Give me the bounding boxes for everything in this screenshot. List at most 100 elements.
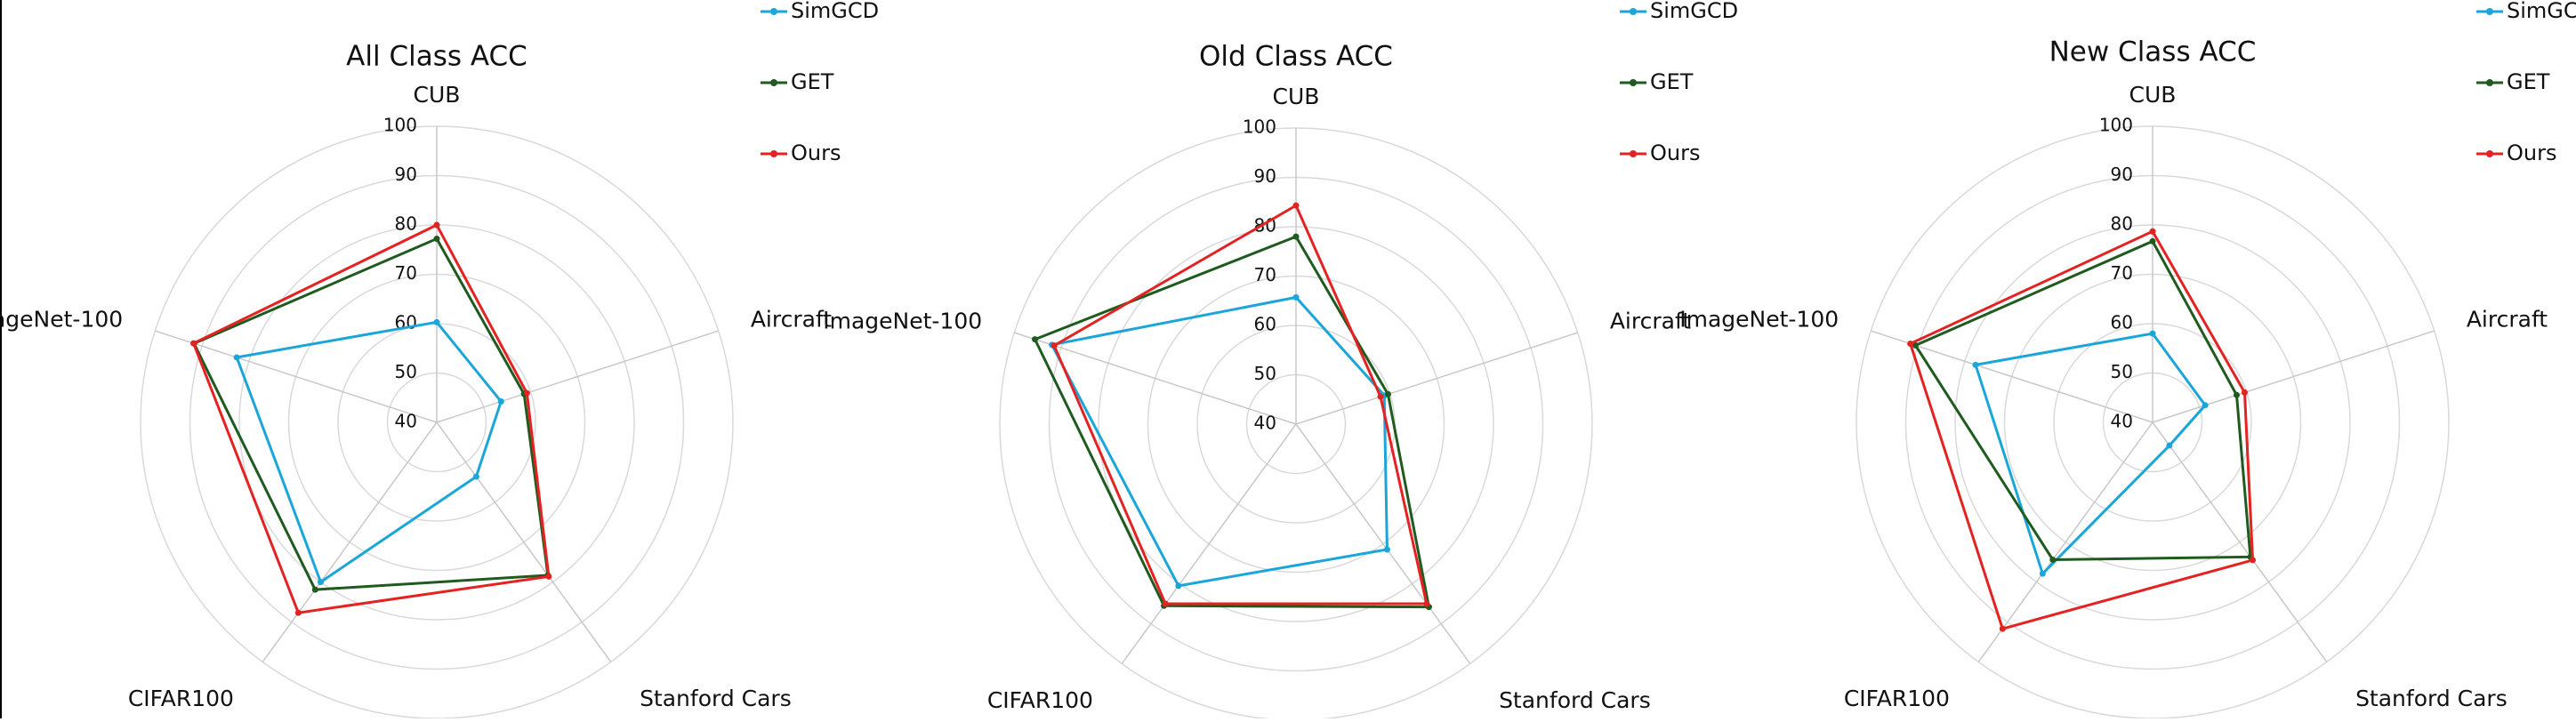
legend-label: Ours — [2507, 140, 2556, 165]
tick-label: 70 — [1254, 264, 1276, 285]
tick-label: 90 — [395, 164, 417, 185]
series-marker — [1912, 341, 1919, 349]
legend-marker — [770, 150, 777, 157]
series-marker — [190, 340, 197, 347]
spoke — [1295, 332, 1578, 425]
series-line — [235, 320, 503, 584]
series-marker — [318, 579, 325, 586]
series-line — [1033, 235, 1431, 609]
tick-label: 80 — [2111, 213, 2133, 235]
series-marker — [233, 354, 240, 361]
spoke — [1121, 423, 1297, 664]
legend-label: Ours — [791, 140, 841, 165]
legend-label: Ours — [1650, 140, 1700, 165]
legend-marker — [1630, 150, 1637, 157]
spoke — [436, 421, 612, 662]
axis-label: CIFAR100 — [128, 686, 234, 711]
spoke — [2152, 421, 2328, 662]
tick-label: 40 — [395, 411, 417, 432]
tick-label: 90 — [1254, 165, 1276, 187]
tick-label: 100 — [2099, 115, 2133, 136]
series-marker — [1999, 625, 2006, 632]
chart-title: All Class ACC — [346, 41, 527, 73]
series-marker — [2202, 402, 2209, 409]
legend-marker — [1630, 79, 1637, 86]
axis-label: Stanford Cars — [2355, 686, 2508, 711]
legend-marker — [770, 79, 777, 86]
spoke — [1014, 332, 1297, 425]
series-marker — [1907, 341, 1914, 348]
legend-label: SimGCD — [1650, 0, 1738, 23]
tick-label: 90 — [2111, 164, 2133, 185]
series-marker — [1423, 600, 1430, 607]
legend-label: GET — [2507, 69, 2550, 94]
series-marker — [497, 398, 504, 405]
series-marker — [2149, 237, 2156, 245]
series-marker — [1292, 233, 1300, 240]
series-marker — [472, 473, 479, 480]
tick-label: 80 — [395, 213, 417, 235]
tick-label: 60 — [2111, 312, 2133, 333]
series-marker — [2149, 330, 2156, 337]
series-line — [1052, 203, 1429, 606]
axis-label: Aircraft — [2467, 306, 2548, 332]
axis-label: Aircraft — [751, 306, 832, 332]
radar-chart: New Class ACC CUB Aircraft Stanford Cars CIF… — [1679, 0, 2576, 719]
tick-label: 100 — [383, 115, 417, 136]
series-marker — [311, 586, 318, 593]
series-marker — [1384, 390, 1391, 397]
series-marker — [1972, 361, 1979, 368]
tick-label: 100 — [1243, 116, 1276, 138]
series-marker — [2149, 228, 2156, 235]
series-marker — [294, 609, 302, 616]
chart-title: Old Class ACC — [1199, 41, 1393, 73]
axis-label: CIFAR100 — [987, 687, 1093, 713]
tick-label: 40 — [2111, 411, 2133, 432]
series-marker — [433, 221, 440, 229]
series-marker — [2241, 389, 2248, 396]
series-marker — [1162, 600, 1169, 607]
series-marker — [545, 573, 552, 580]
radar-chart: Old Class ACC CUB Aircraft Stanford Cars CIF… — [823, 0, 1738, 721]
axis-label: Stanford Cars — [1499, 687, 1651, 713]
series-marker — [2166, 442, 2173, 449]
tick-label: 60 — [1254, 314, 1276, 335]
series-marker — [523, 389, 530, 397]
series-line — [1050, 295, 1389, 588]
legend-label: GET — [1650, 69, 1694, 94]
series-marker — [433, 236, 440, 243]
spoke — [2152, 330, 2435, 423]
legend-marker — [770, 8, 777, 15]
axis-label: ImageNet-100 — [823, 308, 982, 333]
axis-label: Aircraft — [1610, 308, 1691, 333]
tick-label: 40 — [1254, 413, 1276, 434]
series-line — [191, 223, 551, 614]
legend-label: SimGCD — [791, 0, 879, 23]
series-marker — [1377, 393, 1384, 400]
spoke — [1977, 421, 2153, 662]
chart-title: New Class ACC — [2049, 36, 2257, 68]
series-marker — [2049, 556, 2057, 563]
spoke — [262, 421, 438, 662]
tick-label: 70 — [395, 262, 417, 284]
axis-label: CUB — [1273, 84, 1320, 109]
series-marker — [1292, 293, 1300, 301]
spoke — [1295, 423, 1471, 664]
tick-label: 50 — [2111, 361, 2133, 382]
legend-marker — [2486, 79, 2493, 86]
tick-label: 70 — [2111, 262, 2133, 284]
series-line — [1908, 229, 2255, 630]
series-marker — [1032, 336, 1039, 343]
series-marker — [1175, 582, 1182, 590]
axis-label: ImageNet-100 — [1679, 306, 1839, 332]
legend-marker — [2486, 8, 2493, 15]
spoke — [155, 330, 438, 423]
series-marker — [433, 318, 440, 325]
series-marker — [2250, 557, 2257, 564]
tick-label: 50 — [395, 361, 417, 382]
series-marker — [1051, 342, 1058, 349]
legend-marker — [1630, 8, 1637, 15]
legend-label: SimGCD — [2507, 0, 2576, 23]
axis-label: ImageNet-100 — [0, 306, 123, 332]
